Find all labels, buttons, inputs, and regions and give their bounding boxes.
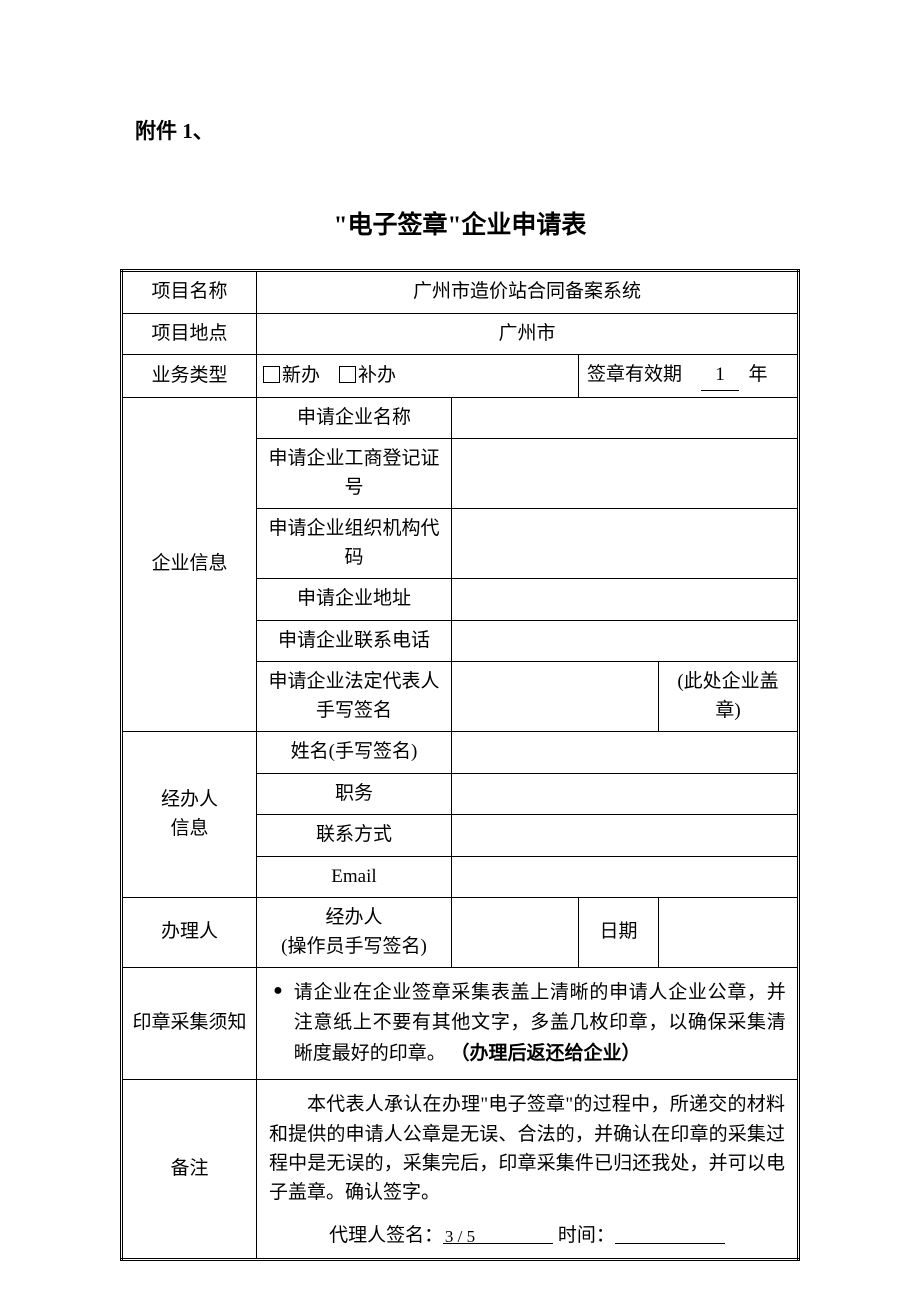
handler-sign-value[interactable] bbox=[452, 898, 579, 968]
bullet-icon: ● bbox=[267, 978, 289, 1004]
validity-cell: 签章有效期 1 年 bbox=[578, 355, 798, 398]
agent-contact-value[interactable] bbox=[452, 815, 799, 857]
agent-position-value[interactable] bbox=[452, 773, 799, 815]
handler-sign-label-l2: (操作员手写签名) bbox=[281, 936, 427, 957]
validity-value[interactable]: 1 bbox=[701, 361, 739, 391]
enterprise-sign-label-l1: 申请企业法定代表人 bbox=[268, 671, 439, 692]
remarks-text: 本代表人承认在办理"电子签章"的过程中，所递交的材料和提供的申请人公章是无误、合… bbox=[269, 1090, 785, 1208]
handler-label: 办理人 bbox=[122, 898, 257, 968]
agent-name-label: 姓名(手写签名) bbox=[257, 732, 452, 774]
project-location-label: 项目地点 bbox=[122, 313, 257, 355]
checkbox-new-icon[interactable] bbox=[263, 366, 280, 383]
notice-label: 印章采集须知 bbox=[122, 968, 257, 1080]
project-name-value: 广州市造价站合同备案系统 bbox=[257, 271, 799, 314]
agent-email-value[interactable] bbox=[452, 856, 799, 898]
agent-position-label: 职务 bbox=[257, 773, 452, 815]
agent-info-label-l2: 信息 bbox=[170, 818, 208, 839]
enterprise-seal-note: (此处企业盖章) bbox=[658, 662, 798, 732]
row-notice: 印章采集须知 ● 请企业在企业签章采集表盖上清晰的申请人企业公章，并注意纸上不要… bbox=[122, 968, 799, 1080]
notice-content: ● 请企业在企业签章采集表盖上清晰的申请人企业公章，并注意纸上不要有其他文字，多… bbox=[257, 968, 799, 1080]
agent-contact-label: 联系方式 bbox=[257, 815, 452, 857]
validity-unit: 年 bbox=[749, 364, 768, 385]
project-name-label: 项目名称 bbox=[122, 271, 257, 314]
handler-sign-label: 经办人 (操作员手写签名) bbox=[257, 898, 452, 968]
agent-name-value[interactable] bbox=[452, 732, 799, 774]
date-value[interactable] bbox=[658, 898, 798, 968]
enterprise-sign-label-l2: 手写签名 bbox=[316, 700, 392, 721]
row-handler: 办理人 经办人 (操作员手写签名) 日期 bbox=[122, 898, 799, 968]
checkbox-reissue-label: 补办 bbox=[358, 365, 396, 386]
enterprise-addr-value[interactable] bbox=[452, 579, 799, 621]
date-label: 日期 bbox=[578, 898, 658, 968]
document-page: 附件 1、 "电子签章"企业申请表 项目名称 广州市造价站合同备案系统 项目地点… bbox=[0, 0, 920, 1302]
validity-label: 签章有效期 bbox=[587, 364, 682, 385]
page-number: 3 / 5 bbox=[0, 1227, 920, 1247]
enterprise-name-value[interactable] bbox=[452, 397, 799, 439]
form-title: "电子签章"企业申请表 bbox=[120, 205, 800, 241]
enterprise-phone-label: 申请企业联系电话 bbox=[257, 620, 452, 662]
handler-sign-label-l1: 经办人 bbox=[325, 907, 382, 928]
notice-text-bold: （办理后返还给企业） bbox=[451, 1043, 641, 1064]
enterprise-phone-value[interactable] bbox=[452, 620, 799, 662]
agent-email-label: Email bbox=[257, 856, 452, 898]
enterprise-org-label: 申请企业组织机构代码 bbox=[257, 509, 452, 579]
enterprise-info-label: 企业信息 bbox=[122, 397, 257, 732]
enterprise-addr-label: 申请企业地址 bbox=[257, 579, 452, 621]
attachment-heading: 附件 1、 bbox=[135, 115, 800, 145]
row-business-type: 业务类型 新办 补办 签章有效期 1 年 bbox=[122, 355, 799, 398]
checkbox-new-label: 新办 bbox=[282, 365, 320, 386]
enterprise-reg-value[interactable] bbox=[452, 439, 799, 509]
enterprise-name-label: 申请企业名称 bbox=[257, 397, 452, 439]
enterprise-org-value[interactable] bbox=[452, 509, 799, 579]
project-location-value: 广州市 bbox=[257, 313, 799, 355]
row-project-name: 项目名称 广州市造价站合同备案系统 bbox=[122, 271, 799, 314]
row-project-location: 项目地点 广州市 bbox=[122, 313, 799, 355]
business-type-label: 业务类型 bbox=[122, 355, 257, 398]
checkbox-reissue-icon[interactable] bbox=[339, 366, 356, 383]
notice-text-wrap: 请企业在企业签章采集表盖上清晰的申请人企业公章，并注意纸上不要有其他文字，多盖几… bbox=[294, 978, 786, 1069]
agent-info-label: 经办人 信息 bbox=[122, 732, 257, 898]
agent-info-label-l1: 经办人 bbox=[161, 789, 218, 810]
enterprise-reg-label: 申请企业工商登记证号 bbox=[257, 439, 452, 509]
application-form-table: 项目名称 广州市造价站合同备案系统 项目地点 广州市 业务类型 新办 补办 签章… bbox=[120, 269, 800, 1261]
enterprise-sign-value[interactable] bbox=[452, 662, 659, 732]
enterprise-sign-label: 申请企业法定代表人 手写签名 bbox=[257, 662, 452, 732]
row-enterprise-name: 企业信息 申请企业名称 bbox=[122, 397, 799, 439]
row-agent-name: 经办人 信息 姓名(手写签名) bbox=[122, 732, 799, 774]
business-type-options: 新办 补办 bbox=[257, 355, 579, 398]
